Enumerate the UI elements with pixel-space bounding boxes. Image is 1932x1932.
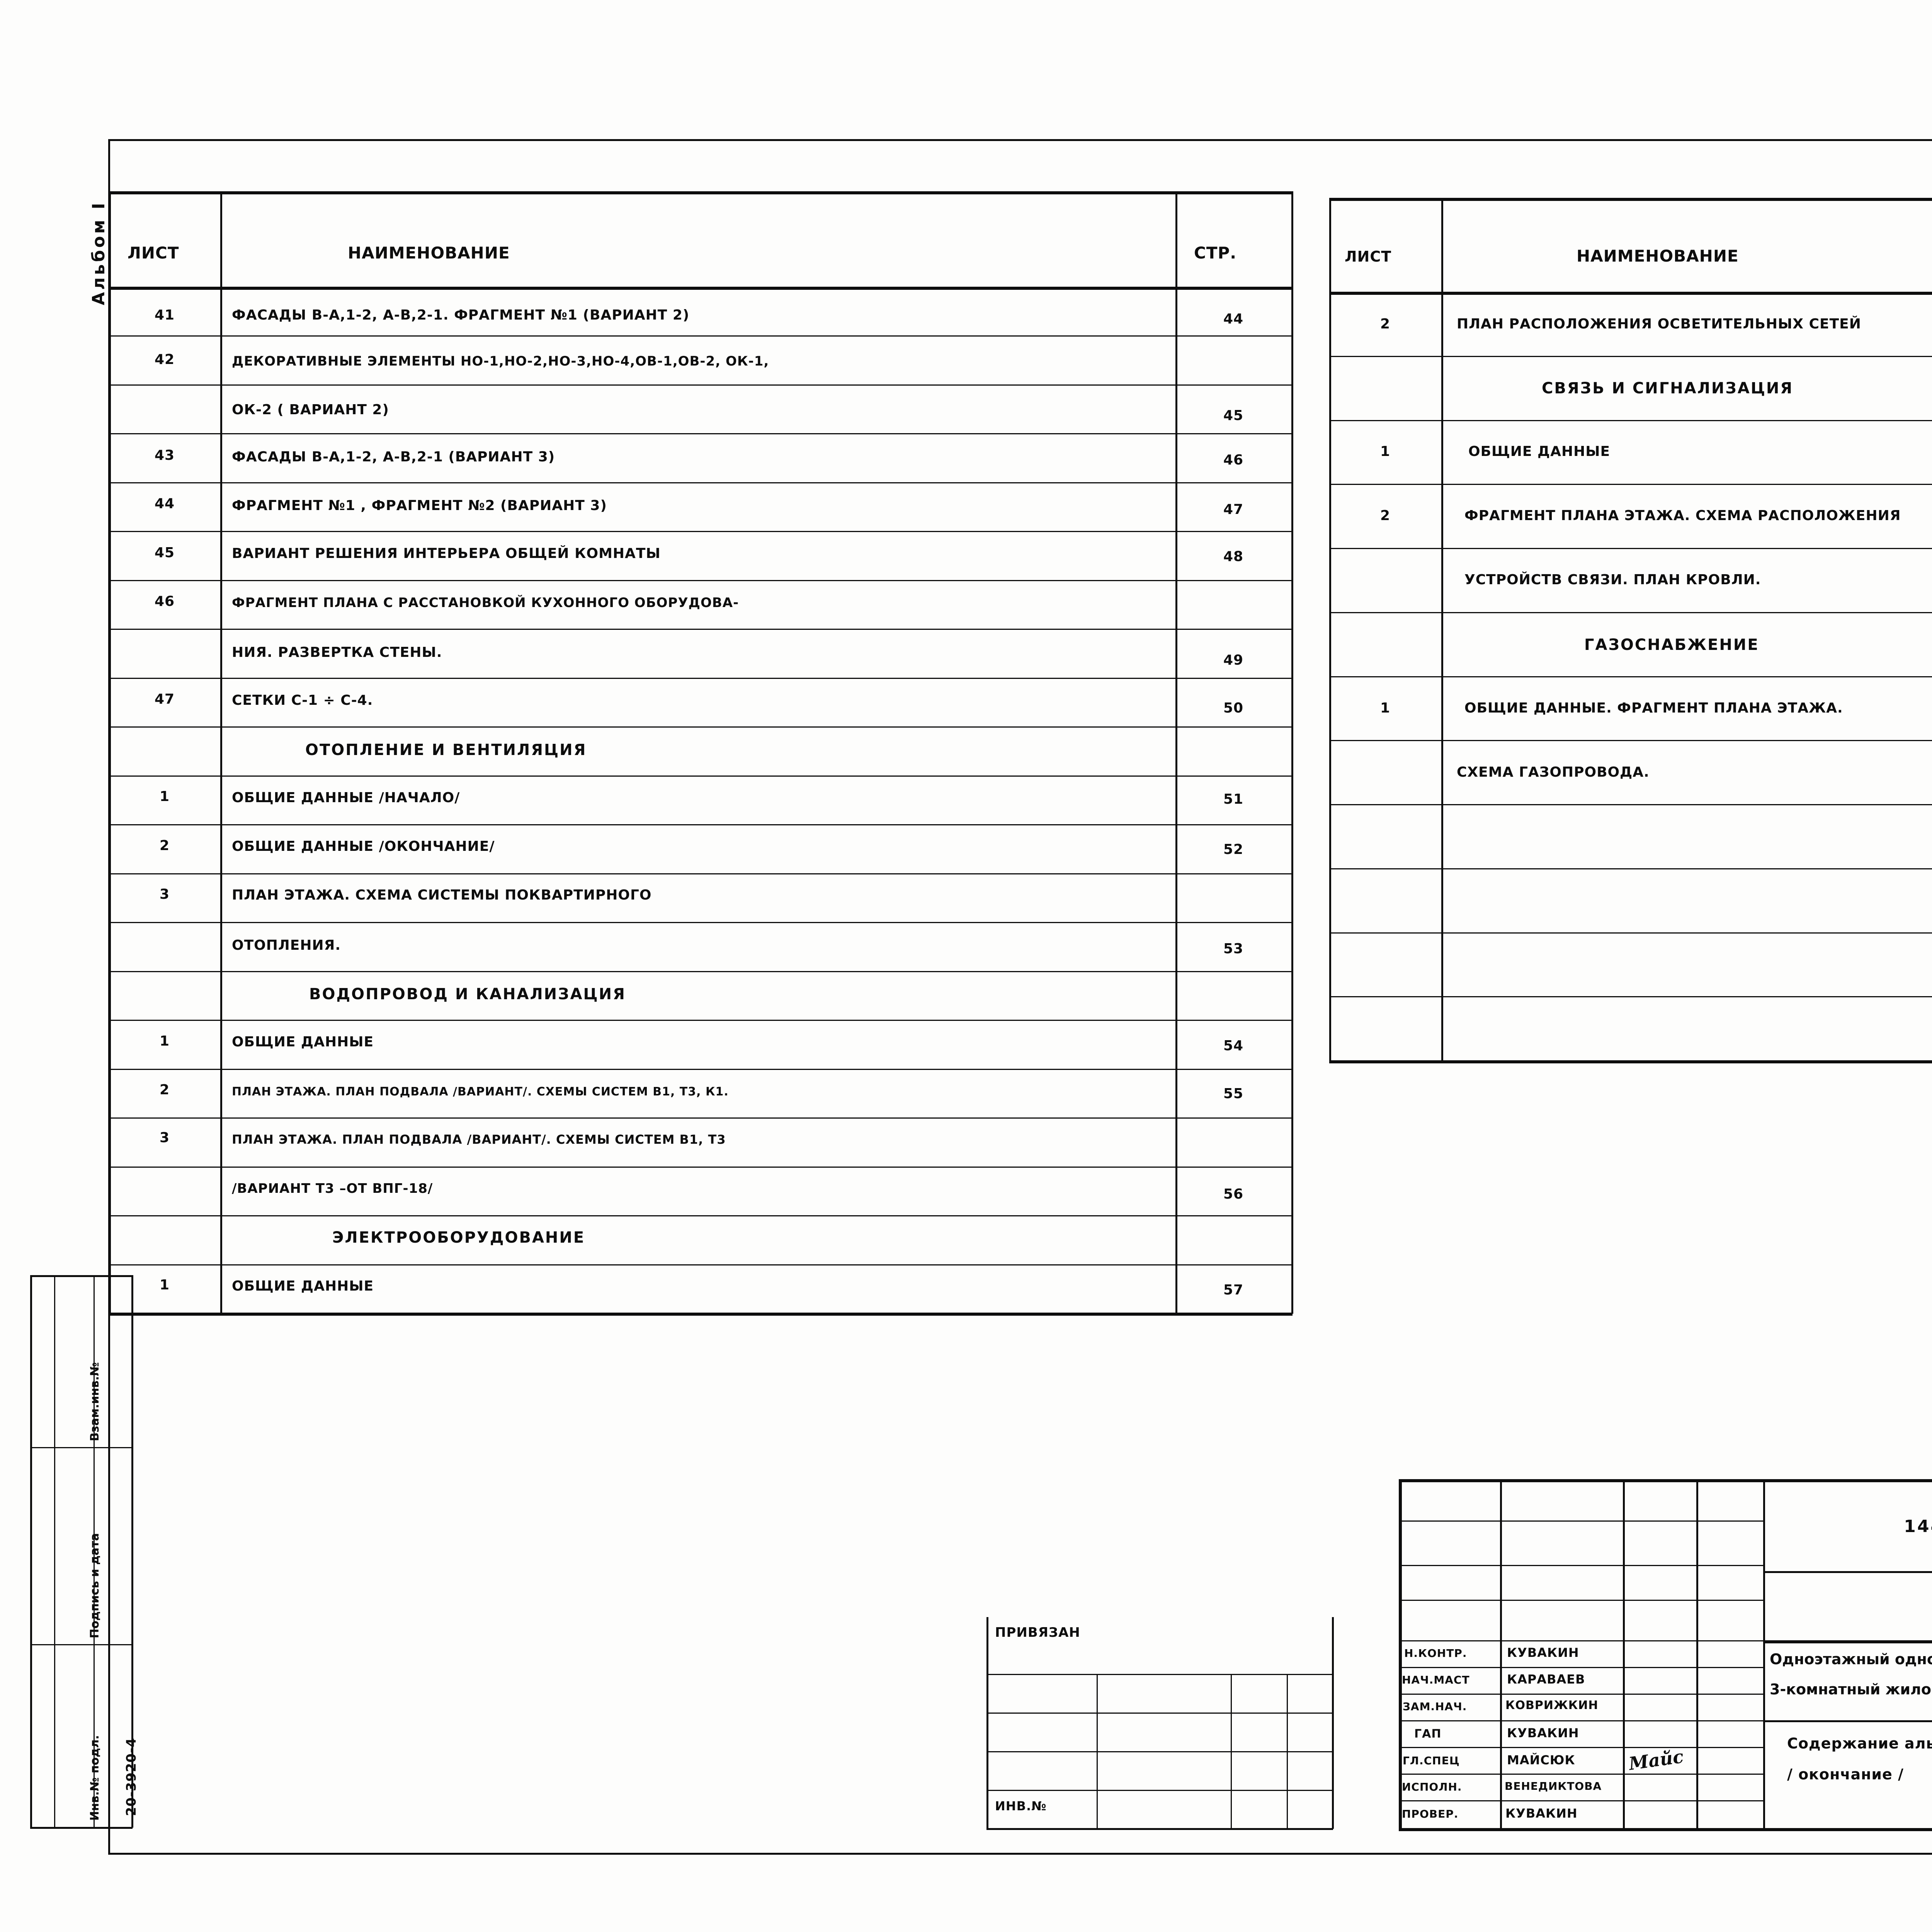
table-row: 46 — [1223, 452, 1244, 468]
left-table-header-sheet: ЛИСТ — [128, 243, 179, 262]
table-row: 45 — [154, 545, 175, 561]
table-row: 53 — [1223, 941, 1244, 957]
table-row: ДЕКОРАТИВНЫЕ ЭЛЕМЕНТЫ НО-1,НО-2,НО-3,НО-… — [232, 354, 769, 369]
margin-label-inv: Инв.№ подл. — [88, 1735, 102, 1821]
role-label: ЗАМ.НАЧ. — [1403, 1700, 1467, 1713]
section-heading: СВЯЗЬ И СИГНАЛИЗАЦИЯ — [1542, 379, 1794, 397]
binding-title: ПРИВЯЗАН — [995, 1625, 1080, 1640]
table-row: ПЛАН ЭТАЖА. ПЛАН ПОДВАЛА /ВАРИАНТ/. СХЕМ… — [232, 1132, 726, 1147]
role-name: ВЕНЕДИКТОВА — [1505, 1780, 1602, 1793]
table-row: ФРАГМЕНТ ПЛАНА С РАССТАНОВКОЙ КУХОННОГО … — [232, 595, 739, 611]
section-heading: ВОДОПРОВОД И КАНАЛИЗАЦИЯ — [309, 985, 626, 1003]
table-row: 2 — [1380, 508, 1391, 524]
left-table-header-page: СТР. — [1194, 243, 1237, 262]
table-row: ФАСАДЫ В-А,1-2, А-В,2-1. ФРАГМЕНТ №1 (ВА… — [232, 307, 690, 323]
table-row: 49 — [1223, 652, 1244, 668]
document-title-line1: Содержание альбома. — [1787, 1735, 1932, 1752]
table-row: ФАСАДЫ В-А,1-2, А-В,2-1 (ВАРИАНТ 3) — [232, 449, 555, 465]
table-row: ПЛАН ЭТАЖА. СХЕМА СИСТЕМЫ ПОКВАРТИРНОГО — [232, 887, 652, 903]
role-name: МАЙСЮК — [1507, 1753, 1575, 1767]
table-row: 2 — [1380, 316, 1391, 332]
table-row: 3 — [159, 886, 170, 902]
right-table-header-name: НАИМЕНОВАНИЕ — [1577, 247, 1739, 265]
project-code: 144-12-224.90 — [1904, 1517, 1932, 1536]
table-row: 1 — [1380, 444, 1391, 459]
margin-label-vzam: Взам.инв.№ — [88, 1362, 102, 1441]
table-row: 47 — [1223, 502, 1244, 517]
table-row: НИЯ. РАЗВЕРТКА СТЕНЫ. — [232, 645, 442, 660]
section-heading: ОТОПЛЕНИЕ И ВЕНТИЛЯЦИЯ — [305, 741, 587, 759]
table-row: 44 — [1223, 311, 1244, 327]
table-row: 43 — [154, 447, 175, 463]
table-row: ОБЩИЕ ДАННЫЕ — [232, 1034, 374, 1050]
table-row: ВАРИАНТ РЕШЕНИЯ ИНТЕРЬЕРА ОБЩЕЙ КОМНАТЫ — [232, 546, 661, 561]
table-row: ПЛАН ЭТАЖА. ПЛАН ПОДВАЛА /ВАРИАНТ/. СХЕМ… — [232, 1085, 729, 1099]
table-row: 51 — [1223, 791, 1244, 807]
table-row: ОБЩИЕ ДАННЫЕ /НАЧАЛО/ — [232, 790, 460, 806]
role-label: НАЧ.МАСТ — [1402, 1673, 1470, 1686]
table-row: ОБЩИЕ ДАННЫЕ — [1468, 444, 1611, 459]
table-row: 56 — [1223, 1186, 1244, 1202]
table-row: ФРАГМЕНТ ПЛАНА ЭТАЖА. СХЕМА РАСПОЛОЖЕНИЯ — [1464, 508, 1901, 524]
table-row: ОБЩИЕ ДАННЫЕ — [232, 1278, 374, 1294]
role-name: КУВАКИН — [1507, 1726, 1579, 1740]
table-row: ОК-2 ( ВАРИАНТ 2) — [232, 402, 389, 418]
table-row: 48 — [1223, 549, 1244, 565]
object-title-line2: 3-комнатный жилой дом — [1770, 1681, 1932, 1698]
table-row: СЕТКИ С-1 ÷ С-4. — [232, 692, 373, 708]
table-row: СХЕМА ГАЗОПРОВОДА. — [1457, 764, 1650, 780]
table-row: ОТОПЛЕНИЯ. — [232, 937, 341, 953]
table-row: /ВАРИАНТ Т3 –ОТ ВПГ-18/ — [232, 1181, 433, 1196]
table-row: ОБЩИЕ ДАННЫЕ /ОКОНЧАНИЕ/ — [232, 838, 495, 854]
table-row: 1 — [1380, 700, 1391, 716]
table-row: 46 — [154, 594, 175, 609]
table-row: ФРАГМЕНТ №1 , ФРАГМЕНТ №2 (ВАРИАНТ 3) — [232, 498, 607, 514]
margin-label-podpis: Подпись и дата — [88, 1533, 102, 1638]
table-row: 55 — [1223, 1086, 1244, 1102]
role-name: КАРАВАЕВ — [1507, 1672, 1585, 1687]
table-row: ПЛАН РАСПОЛОЖЕНИЯ ОСВЕТИТЕЛЬНЫХ СЕТЕЙ — [1457, 316, 1861, 332]
table-row: 50 — [1223, 700, 1244, 716]
table-row: 2 — [159, 1082, 170, 1098]
album-label: Альбом I — [89, 201, 109, 305]
table-row: 2 — [159, 838, 170, 854]
margin-value-inv: 20-3920-4 — [124, 1738, 139, 1816]
table-row: 57 — [1223, 1282, 1244, 1298]
role-label: ГЛ.СПЕЦ — [1403, 1754, 1460, 1767]
section-heading: ГАЗОСНАБЖЕНИЕ — [1584, 636, 1759, 654]
section-heading: ЭЛЕКТРООБОРУДОВАНИЕ — [332, 1229, 585, 1247]
table-row: 1 — [159, 1277, 170, 1293]
table-row: 54 — [1223, 1038, 1244, 1054]
table-row: 3 — [159, 1130, 170, 1146]
role-label: Н.КОНТР. — [1404, 1647, 1467, 1660]
role-label: ПРОВЕР. — [1402, 1808, 1459, 1820]
table-row: 44 — [154, 496, 175, 512]
role-name: КОВРИЖКИН — [1505, 1699, 1599, 1712]
object-title-line1: Одноэтажный однокварТирный — [1770, 1651, 1932, 1668]
table-row: ОБЩИЕ ДАННЫЕ. ФРАГМЕНТ ПЛАНА ЭТАЖА. — [1464, 700, 1843, 716]
table-row: 52 — [1223, 842, 1244, 857]
role-name: КУВАКИН — [1507, 1645, 1579, 1660]
table-row: 1 — [159, 1033, 170, 1049]
table-row: 45 — [1223, 408, 1244, 423]
left-table-header-name: НАИМЕНОВАНИЕ — [348, 243, 510, 262]
role-label: ИСПОЛН. — [1402, 1781, 1462, 1793]
table-row: 42 — [154, 352, 175, 367]
table-row: УСТРОЙСТВ СВЯЗИ. ПЛАН КРОВЛИ. — [1464, 572, 1761, 588]
role-label: ГАП — [1414, 1727, 1442, 1741]
right-table-header-sheet: ЛИСТ — [1345, 248, 1392, 265]
document-title-line2: / окончание / — [1787, 1766, 1904, 1783]
table-row: 41 — [154, 307, 175, 323]
table-row: 1 — [159, 789, 170, 804]
role-name: КУВАКИН — [1505, 1806, 1578, 1821]
table-row: 47 — [154, 691, 175, 707]
binding-inv-label: ИНВ.№ — [995, 1799, 1047, 1813]
